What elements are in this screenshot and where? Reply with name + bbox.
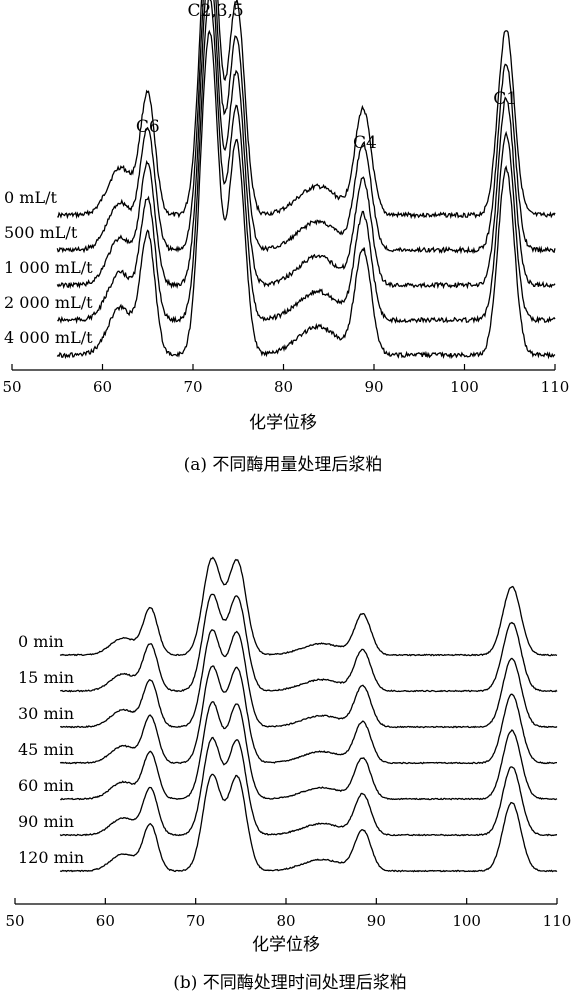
series-label: 60 min [18, 776, 74, 795]
chart-panel-b: 50 60 70 80 90 100 110 0 min 15 min 30 min 45 min… [5, 556, 571, 993]
x-tick-label: 110 [543, 912, 572, 930]
x-tick-label: 90 [364, 378, 383, 396]
series-label: 500 mL/t [4, 223, 78, 242]
series-labels-b: 0 min 15 min 30 min 45 min 60 min 90 min 120 m… [18, 632, 84, 867]
spectrum-line [57, 0, 556, 325]
x-tick-label: 100 [452, 912, 481, 930]
spectrum-line [57, 0, 556, 220]
spectrum-line [59, 773, 558, 873]
series-label: 2 000 mL/t [4, 293, 93, 312]
x-tick-label: 110 [541, 378, 570, 396]
series-label: 1 000 mL/t [4, 258, 93, 277]
spectrum-line [59, 556, 558, 657]
x-tick-label: 70 [186, 912, 205, 930]
series-label: 90 min [18, 812, 74, 831]
spectra-group-b [59, 556, 558, 873]
spectrum-line [59, 665, 557, 765]
x-tick-label: 60 [96, 912, 115, 930]
chart-panel-a: 50 60 70 80 90 100 110 C6 C2,3,5 C4 C1 0 mL/t 500 … [2, 0, 569, 475]
caption-b: (b) 不同酶处理时间处理后浆粕 [173, 973, 407, 993]
x-tick-label: 50 [5, 912, 24, 930]
series-label: 45 min [18, 740, 74, 759]
series-label: 0 min [18, 632, 64, 651]
spectrum-line [56, 0, 556, 290]
x-tick-label: 90 [367, 912, 386, 930]
caption-a: (a) 不同酶用量处理后浆粕 [184, 455, 383, 475]
x-tick-label: 50 [2, 378, 21, 396]
spectrum-line [59, 736, 558, 837]
series-label: 15 min [18, 668, 74, 687]
peak-labels-a: C6 C2,3,5 C4 C1 [136, 1, 517, 153]
x-ticks-b: 50 60 70 80 90 100 110 [5, 898, 571, 930]
x-tick-label: 70 [183, 378, 202, 396]
x-tick-label: 80 [276, 912, 295, 930]
spectrum-line [56, 29, 556, 360]
series-label: 4 000 mL/t [4, 328, 93, 347]
series-label: 0 mL/t [4, 188, 57, 207]
spectrum-line [56, 0, 556, 255]
x-axis-label-a: 化学位移 [249, 413, 317, 433]
x-axis-label-b: 化学位移 [252, 935, 320, 955]
x-ticks-a: 50 60 70 80 90 100 110 [2, 364, 569, 396]
spectrum-line [60, 593, 558, 693]
x-tick-label: 60 [93, 378, 112, 396]
series-label: 120 min [18, 848, 84, 867]
series-label: 30 min [18, 704, 74, 723]
spectra-group-a [56, 0, 556, 360]
x-tick-label: 100 [450, 378, 479, 396]
peak-label: C4 [353, 133, 377, 153]
spectrum-line [60, 700, 558, 801]
series-labels-a: 0 mL/t 500 mL/t 1 000 mL/t 2 000 mL/t 4 000 … [4, 188, 93, 347]
spectrum-line [59, 629, 558, 729]
x-tick-label: 80 [274, 378, 293, 396]
peak-label: C1 [493, 89, 517, 109]
peak-label: C2,3,5 [187, 1, 243, 21]
peak-label: C6 [136, 117, 160, 137]
